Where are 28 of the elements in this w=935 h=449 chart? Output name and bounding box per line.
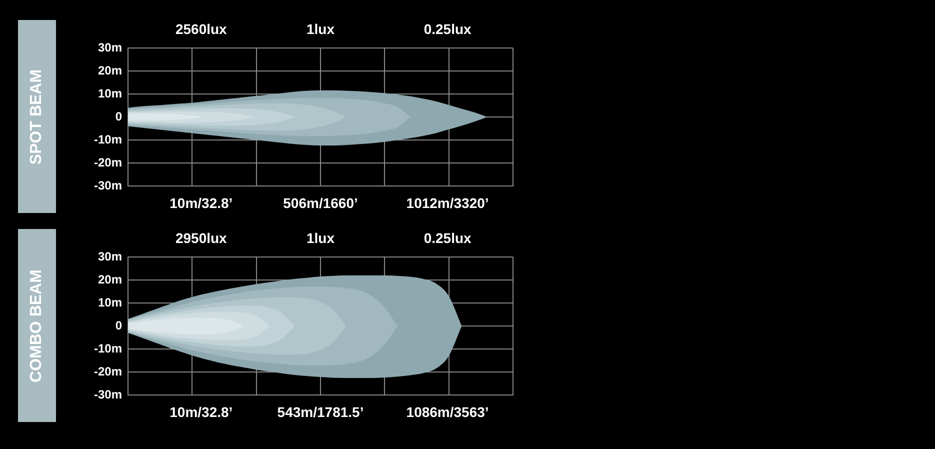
y-tick-label: 10m [98,295,122,310]
y-tick-label: -30m [94,387,122,402]
text: 1lux [306,230,335,246]
y-tick-label: -20m [94,155,122,170]
text: 1086m/3563’ [406,404,489,420]
text: 2950lux [175,230,228,246]
y-tick-label: 30m [98,40,122,54]
text: 506m/1660’ [283,195,358,211]
text: 10m/32.8’ [170,404,233,420]
text: 0.25lux [424,230,472,246]
y-tick-label: 20m [98,63,122,78]
text: SPOT BEAM [28,68,46,164]
text: 1lux [306,21,335,37]
text: COMBO BEAM [28,269,46,382]
text: 2560lux [175,21,228,37]
y-tick-label: -10m [94,132,122,146]
y-tick-label: -20m [94,364,122,378]
text: 0.25lux [424,21,472,37]
text: 1012m/3320’ [406,195,489,211]
y-tick-label: 0 [115,318,122,332]
y-tick-label: -10m [94,341,122,356]
y-tick-label: 20m [98,272,122,286]
text: 10m/32.8’ [170,195,233,211]
y-tick-label: 0 [115,109,122,124]
y-tick-label: -30m [94,178,122,192]
y-tick-label: 10m [98,86,122,100]
text: 543m/1781.5’ [277,404,364,420]
y-tick-label: 30m [98,249,122,264]
